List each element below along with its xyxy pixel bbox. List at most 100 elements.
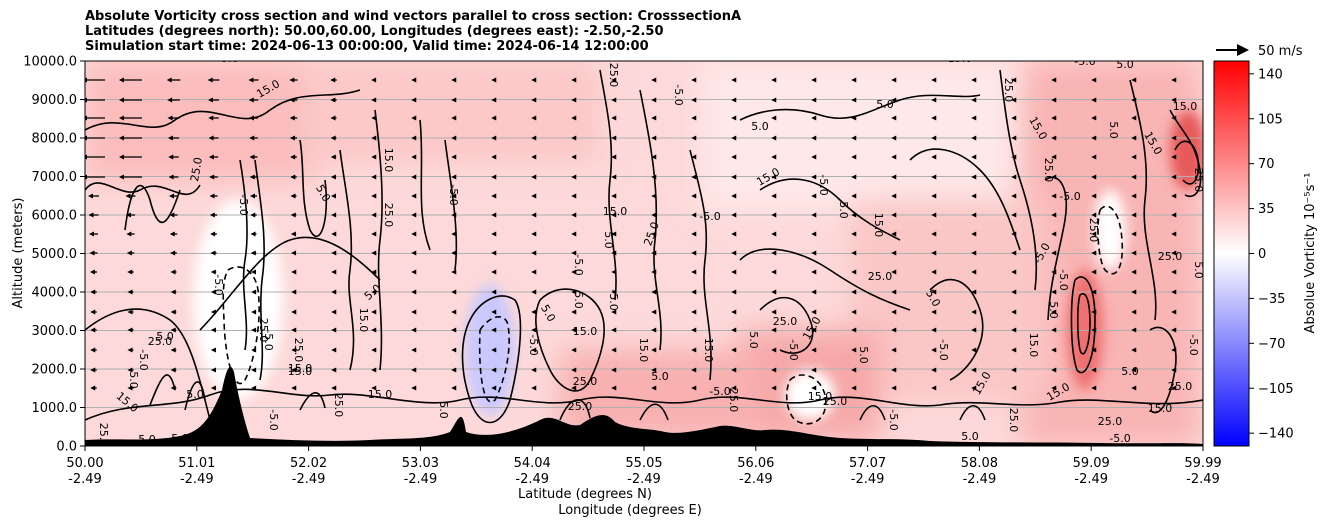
wind-vector-arrow — [611, 212, 617, 218]
contour-line — [759, 178, 901, 241]
wind-vector-arrow — [291, 309, 297, 315]
contour-line — [785, 374, 827, 425]
wind-vector-arrow — [451, 154, 457, 160]
wind-vector-arrow — [1131, 347, 1137, 353]
wind-vector-arrow — [891, 309, 897, 315]
wind-vector-arrow — [331, 231, 337, 237]
x-tick-label-lon: -2.49 — [963, 472, 997, 487]
contour-label: 25.0 — [727, 388, 740, 413]
wind-vector-arrow — [1051, 231, 1057, 237]
wind-vector-arrow — [531, 269, 537, 275]
wind-vector-arrow — [491, 77, 497, 83]
colorbar-tick-label: −140 — [1258, 427, 1294, 442]
contour-label: 5.0 — [1192, 261, 1205, 279]
contour-label: -5.0 — [937, 339, 950, 360]
wind-vector-arrow — [731, 174, 737, 180]
wind-vector-arrow — [1011, 135, 1017, 141]
wind-vector-arrow — [411, 347, 417, 353]
contour-lines — [85, 69, 1203, 425]
wind-vector-arrow — [451, 385, 457, 391]
x-tick-label-lon: -2.49 — [515, 472, 549, 487]
wind-vector-arrow — [451, 250, 457, 256]
wind-vector-arrow — [451, 77, 457, 83]
wind-vector-arrow — [1051, 135, 1057, 141]
wind-vector-arrow — [411, 97, 417, 103]
wind-vector-arrow — [1011, 97, 1017, 103]
wind-vector-arrow — [1011, 367, 1017, 373]
contour-line — [478, 316, 510, 403]
wind-vector-arrow — [1011, 193, 1017, 199]
wind-vector-arrow — [291, 327, 297, 333]
wind-vector-arrow — [571, 385, 577, 391]
contour-label: -5.0 — [607, 289, 620, 310]
y-tick-label: 4000.0 — [32, 286, 78, 301]
wind-vector-arrow — [451, 212, 457, 218]
contour-label: -5.0 — [1057, 269, 1070, 290]
wind-vector-arrow — [611, 231, 617, 237]
wind-vector-arrow — [88, 193, 99, 199]
wind-vector-arrow — [531, 154, 537, 160]
wind-vector-arrow — [90, 367, 97, 373]
wind-vector-arrow — [170, 269, 177, 275]
wind-vector-arrow — [207, 77, 220, 83]
y-tick-label: 3000.0 — [32, 324, 78, 339]
contour-label: 25.0 — [382, 203, 395, 228]
wind-vector-arrow — [411, 115, 417, 121]
colorbar: 140 105 70 35 0 −35 −70 −105 −140 Absolue Vortic… — [1213, 60, 1318, 447]
y-tick-label: 10000.0 — [23, 55, 77, 70]
contour-label: -5.0 — [699, 210, 720, 223]
x-tick-label-lon: -2.49 — [68, 472, 102, 487]
wind-vector-arrow — [971, 327, 977, 333]
wind-vector-arrow — [251, 309, 257, 315]
wind-vector-arrow — [691, 385, 697, 391]
vorticity-field: 5.015.025.0-5.05.015.025.0-5.05.015.025.… — [85, 61, 1205, 448]
wind-vector-arrow — [491, 135, 497, 141]
wind-vector-arrow — [88, 212, 99, 218]
wind-vector-arrow — [371, 231, 377, 237]
contour-label: 25.0 — [97, 423, 110, 448]
wind-vector-arrow — [127, 269, 134, 275]
contour-label: 15.0 — [808, 390, 833, 403]
wind-vector-arrow — [411, 385, 417, 391]
wind-vector-arrow — [971, 269, 977, 275]
wind-vector-arrow — [1011, 212, 1017, 218]
wind-vector-arrow — [491, 193, 497, 199]
wind-vector-arrow — [291, 367, 297, 373]
x-tick-label-lon: -2.49 — [1186, 472, 1220, 487]
wind-vector-arrow — [1131, 269, 1137, 275]
wind-vector-arrow — [451, 289, 457, 295]
wind-vector-arrow — [811, 174, 817, 180]
y-tick-label: 0.0 — [56, 440, 77, 455]
wind-vector-arrow — [811, 269, 817, 275]
contour-line — [149, 374, 986, 421]
wind-vector-arrow — [891, 327, 897, 333]
contour-label: 15.0 — [637, 338, 650, 363]
contour-label: 25.0 — [148, 335, 173, 348]
wind-vector-arrow — [771, 269, 777, 275]
contour-label: 25.0 — [292, 338, 305, 363]
wind-vector-arrow — [167, 97, 180, 103]
wind-vector-arrow — [210, 309, 217, 315]
contour-line — [85, 89, 361, 131]
wind-vector-arrow — [931, 174, 937, 180]
field-blob — [700, 61, 1020, 211]
wind-vector-arrow — [125, 212, 136, 218]
wind-vector-arrow — [1131, 193, 1137, 199]
contour-label: 25.0 — [1168, 380, 1193, 393]
wind-vector-arrow — [1171, 97, 1177, 103]
wind-vector-arrow — [611, 174, 617, 180]
contour-label: 25.0 — [1087, 218, 1100, 243]
contour-label: 25.0 — [1098, 415, 1123, 428]
x-tick-label-lon: -2.49 — [180, 472, 214, 487]
wind-vector-arrow — [571, 309, 577, 315]
wind-vector-arrow — [249, 135, 258, 141]
wind-vector-arrow — [371, 77, 377, 83]
wind-vector-arrow — [931, 327, 937, 333]
wind-vector-arrow — [371, 269, 377, 275]
title-line-2: Latitudes (degrees north): 50.00,60.00, … — [85, 24, 664, 39]
wind-vector-arrow — [1171, 115, 1177, 121]
wind-vector-arrow — [731, 77, 737, 83]
wind-vector-arrow — [1011, 250, 1017, 256]
wind-vector-arrow — [851, 231, 857, 237]
contour-label: 5.0 — [572, 291, 585, 309]
